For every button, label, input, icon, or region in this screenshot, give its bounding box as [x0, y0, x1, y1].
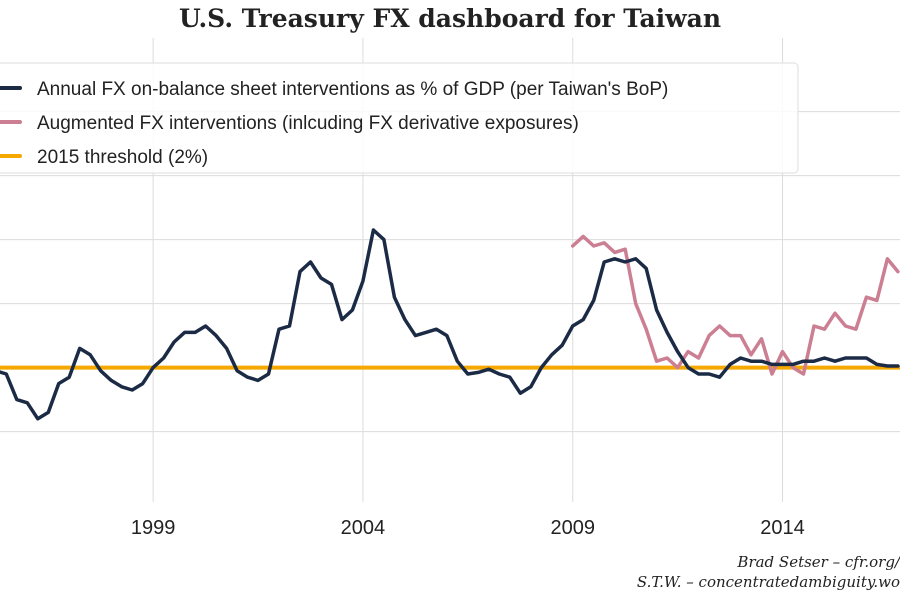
series-line-2: [570, 234, 900, 376]
x-tick-label: 2014: [760, 517, 805, 539]
x-tick-label: 2004: [341, 517, 386, 539]
credit-line-2: S.T.W. – concentratedambiguity.wo: [636, 573, 900, 591]
x-tick-label: 1999: [131, 517, 176, 539]
legend: Annual FX on-balance sheet interventions…: [0, 62, 799, 174]
series-line-1: [0, 228, 900, 421]
legend-label: 2015 threshold (2%): [37, 147, 208, 168]
x-axis-ticks: 1999 2004 2009 2014: [131, 517, 805, 539]
legend-box: [0, 62, 799, 174]
chart-title: U.S. Treasury FX dashboard for Taiwan: [178, 4, 722, 33]
legend-label: Annual FX on-balance sheet interventions…: [37, 79, 668, 100]
plot-series: [0, 228, 900, 421]
legend-label: Augmented FX interventions (inlcuding FX…: [37, 113, 579, 134]
credit-line-1: Brad Setser – cfr.org/: [737, 553, 900, 571]
x-tick-label: 2009: [550, 517, 595, 539]
